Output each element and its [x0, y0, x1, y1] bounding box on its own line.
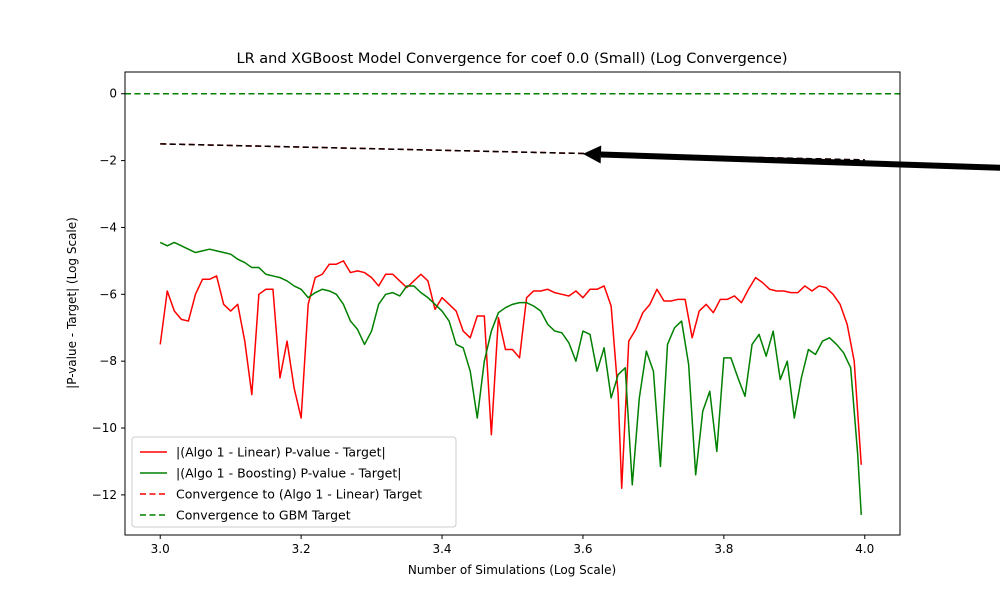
x-tick-label: 3.2 — [292, 542, 311, 556]
y-tick-label: 0 — [109, 87, 117, 101]
y-tick-label: −12 — [92, 488, 117, 502]
y-axis: 0 −2 −4 −6 −8 −10 −12 — [92, 87, 125, 502]
plot-frame — [124, 71, 901, 536]
x-tick-label: 4.0 — [855, 542, 874, 556]
x-axis-label: Number of Simulations (Log Scale) — [408, 563, 616, 577]
x-axis: 3.0 3.2 3.4 3.6 3.8 4.0 — [151, 535, 874, 556]
legend-box — [131, 436, 457, 528]
x-tick-label: 3.8 — [714, 542, 733, 556]
legend-label: |(Algo 1 - Boosting) P-value - Target| — [176, 466, 401, 481]
series-line-0 — [159, 260, 862, 489]
x-tick-label: 3.6 — [573, 542, 592, 556]
y-tick-label: −10 — [92, 421, 117, 435]
x-tick-label: 3.4 — [432, 542, 451, 556]
annotation-arrow — [582, 145, 1000, 171]
y-tick-label: −4 — [99, 220, 117, 234]
annotation-arrow-head — [582, 145, 602, 164]
chart-title: LR and XGBoost Model Convergence for coe… — [236, 51, 787, 67]
plot-area — [125, 92, 900, 515]
legend-label: |(Algo 1 - Linear) P-value - Target| — [176, 445, 386, 460]
series-line-1 — [159, 241, 862, 515]
legend-label: Convergence to GBM Target — [176, 508, 351, 523]
legend: |(Algo 1 - Linear) P-value - Target| |(Al… — [131, 436, 457, 528]
y-tick-label: −2 — [99, 154, 117, 168]
x-tick-label: 3.0 — [151, 542, 170, 556]
y-axis-label: |P-value - Target| (Log Scale) — [65, 217, 79, 389]
black-dashed-line-0 — [160, 143, 865, 161]
y-tick-label: −8 — [99, 354, 117, 368]
legend-label: Convergence to (Algo 1 - Linear) Target — [176, 487, 422, 502]
annotation-arrow-shaft — [600, 151, 1000, 171]
y-tick-label: −6 — [99, 287, 117, 301]
